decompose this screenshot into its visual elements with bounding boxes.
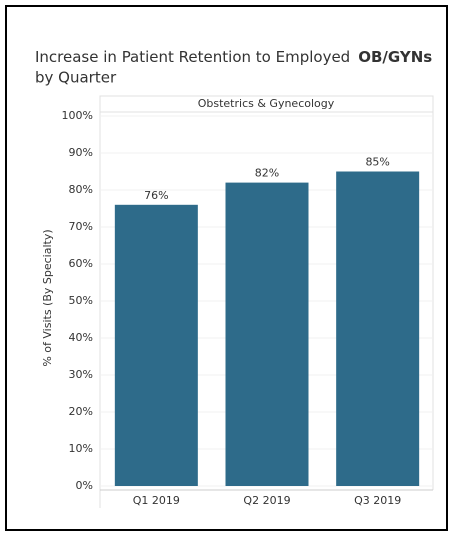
title-emphasis: OB/GYNs (358, 48, 432, 66)
data-label: 85% (365, 156, 389, 169)
data-label: 82% (255, 167, 279, 180)
title-text: Increase in Patient Retention to Employe… (35, 48, 350, 66)
y-tick-label: 40% (69, 331, 93, 344)
y-tick-label: 70% (69, 220, 93, 233)
y-tick-label: 100% (62, 109, 93, 122)
y-axis-label: % of Visits (By Specialty) (41, 229, 54, 366)
y-tick-label: 30% (69, 368, 93, 381)
y-tick-label: 50% (69, 294, 93, 307)
bar (225, 182, 309, 486)
chart-title: Increase in Patient Retention to Employe… (35, 48, 432, 66)
y-tick-label: 90% (69, 146, 93, 159)
chart-title-line2: by Quarter (35, 69, 117, 87)
bar (336, 171, 420, 486)
panel-header-box (99, 95, 434, 113)
y-tick-label: 10% (69, 442, 93, 455)
x-tick-label: Q3 2019 (354, 494, 401, 507)
data-label: 76% (144, 189, 168, 202)
y-tick-label: 80% (69, 183, 93, 196)
panel-header: Obstetrics & Gynecology (198, 97, 335, 110)
bar (114, 204, 198, 487)
y-tick-label: 60% (69, 257, 93, 270)
y-tick-label: 20% (69, 405, 93, 418)
x-tick-label: Q1 2019 (133, 494, 180, 507)
y-tick-label: 0% (76, 479, 93, 492)
x-tick-label: Q2 2019 (243, 494, 290, 507)
